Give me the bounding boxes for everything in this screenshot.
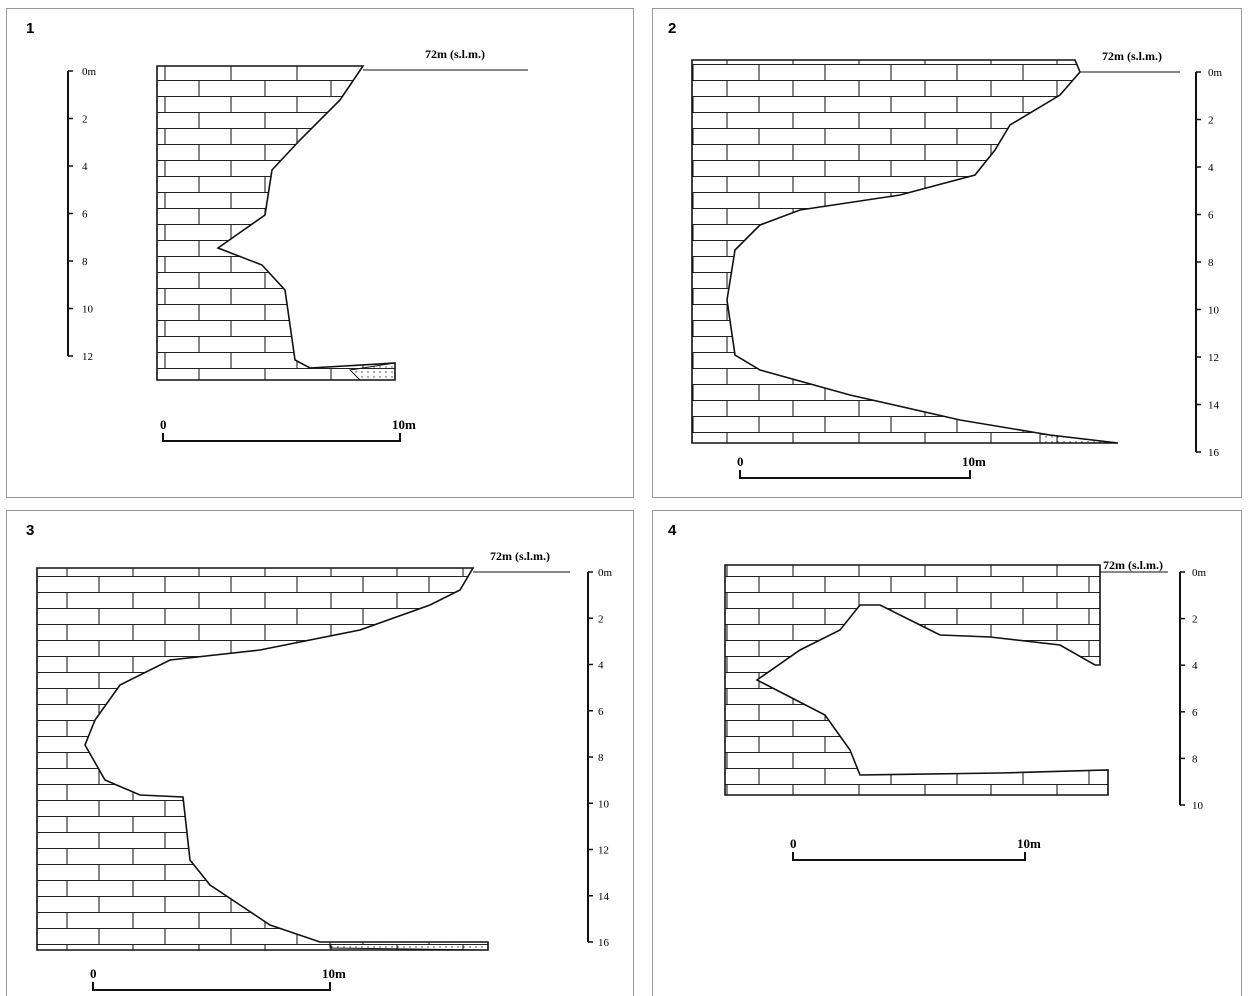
scale-label: 10m bbox=[1017, 836, 1041, 851]
depth-label: 6 bbox=[1192, 707, 1198, 719]
scale-bar bbox=[793, 852, 1025, 860]
depth-label: 0m bbox=[82, 66, 97, 78]
depth-label: 4 bbox=[598, 660, 604, 672]
elevation-label: 72m (s.l.m.) bbox=[490, 549, 550, 563]
scale-label: 0 bbox=[160, 417, 167, 432]
rock-section bbox=[37, 568, 488, 950]
elevation-label: 72m (s.l.m.) bbox=[1103, 558, 1163, 572]
rock-section bbox=[157, 66, 395, 380]
depth-label: 6 bbox=[82, 209, 88, 221]
depth-label: 4 bbox=[1208, 162, 1214, 174]
depth-label: 2 bbox=[1192, 614, 1198, 626]
depth-label: 4 bbox=[1192, 660, 1198, 672]
depth-label: 2 bbox=[82, 114, 88, 126]
scale-label: 10m bbox=[392, 417, 416, 432]
depth-label: 10 bbox=[1192, 800, 1204, 812]
sediment bbox=[330, 942, 488, 950]
elevation-label: 72m (s.l.m.) bbox=[1102, 49, 1162, 63]
depth-label: 8 bbox=[82, 256, 88, 268]
depth-label: 0m bbox=[598, 567, 613, 579]
elevation-label: 72m (s.l.m.) bbox=[425, 47, 485, 61]
figure: 1 72m (s.l.m.) 0m 2 4 6 8 10 12 0 10m 2 72m (s.l.m.)… bbox=[0, 0, 1248, 996]
sediment bbox=[1040, 434, 1118, 443]
depth-label: 12 bbox=[82, 351, 93, 363]
scale-bar bbox=[163, 433, 400, 441]
depth-label: 0m bbox=[1192, 567, 1207, 579]
depth-label: 6 bbox=[598, 706, 604, 718]
depth-label: 2 bbox=[1208, 115, 1214, 127]
depth-label: 14 bbox=[598, 891, 610, 903]
scale-label: 0 bbox=[737, 454, 744, 469]
panel-number: 3 bbox=[26, 522, 34, 539]
scale-bar bbox=[740, 470, 970, 478]
depth-label: 12 bbox=[598, 845, 609, 857]
depth-label: 16 bbox=[598, 937, 610, 949]
scale-label: 10m bbox=[322, 966, 346, 981]
depth-label: 8 bbox=[598, 752, 604, 764]
depth-label: 8 bbox=[1208, 257, 1214, 269]
scale-bar bbox=[93, 982, 330, 990]
panel-number: 2 bbox=[668, 20, 676, 37]
depth-label: 4 bbox=[82, 161, 88, 173]
scale-label: 0 bbox=[790, 836, 797, 851]
depth-label: 0m bbox=[1208, 67, 1223, 79]
depth-label: 8 bbox=[1192, 753, 1198, 765]
depth-label: 2 bbox=[598, 613, 604, 625]
depth-label: 16 bbox=[1208, 447, 1220, 459]
scale-label: 10m bbox=[962, 454, 986, 469]
depth-label: 12 bbox=[1208, 352, 1219, 364]
depth-label: 6 bbox=[1208, 210, 1214, 222]
rock-section bbox=[692, 60, 1118, 443]
rock-section bbox=[725, 565, 1108, 795]
panel-number: 1 bbox=[26, 20, 34, 37]
depth-label: 10 bbox=[598, 798, 610, 810]
scale-label: 0 bbox=[90, 966, 97, 981]
depth-label: 10 bbox=[82, 304, 94, 316]
depth-label: 10 bbox=[1208, 305, 1220, 317]
panel-number: 4 bbox=[668, 522, 677, 539]
depth-label: 14 bbox=[1208, 400, 1220, 412]
